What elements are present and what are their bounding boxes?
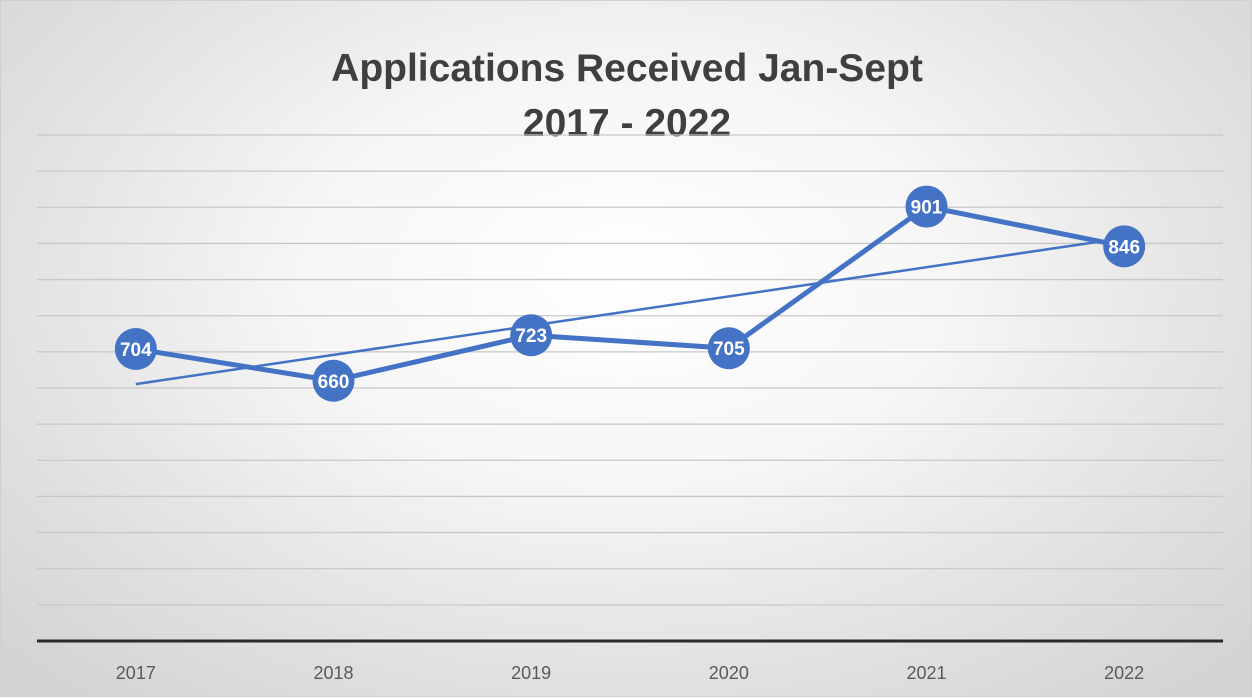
x-tick-label: 2018 (313, 663, 353, 683)
x-tick-label: 2019 (511, 663, 551, 683)
data-point-marker (510, 314, 553, 357)
x-tick-label: 2020 (709, 663, 749, 683)
data-point-marker (707, 327, 750, 370)
x-axis: 2017 2018 2019 2020 2021 2022 (37, 639, 1223, 683)
data-label: 901 (911, 198, 943, 219)
trendline-layer (135, 236, 1125, 386)
data-labels: 704 660 723 705 901 846 (114, 185, 1146, 402)
data-label: 723 (515, 326, 547, 347)
chart-title-line-2: 2017 - 2022 (522, 102, 732, 145)
x-tick-label: 2022 (1104, 663, 1144, 683)
trendline (135, 236, 1125, 386)
data-point-marker (905, 185, 948, 228)
data-label: 705 (713, 339, 745, 360)
series-layer (135, 204, 1125, 384)
data-label: 704 (120, 340, 152, 361)
data-label: 660 (318, 372, 350, 393)
x-tick-label: 2021 (906, 663, 946, 683)
chart-title-line-1: Applications Received Jan-Sept (331, 47, 923, 90)
gridlines (37, 134, 1223, 606)
data-point-marker (114, 327, 157, 370)
data-point-marker (1103, 225, 1146, 268)
x-tick-label: 2017 (116, 663, 156, 683)
chart-title: Applications Received Jan-Sept 2017 - 20… (1, 41, 1252, 151)
data-label: 846 (1108, 237, 1140, 258)
data-point-marker (312, 359, 355, 402)
series-line (135, 204, 1125, 384)
